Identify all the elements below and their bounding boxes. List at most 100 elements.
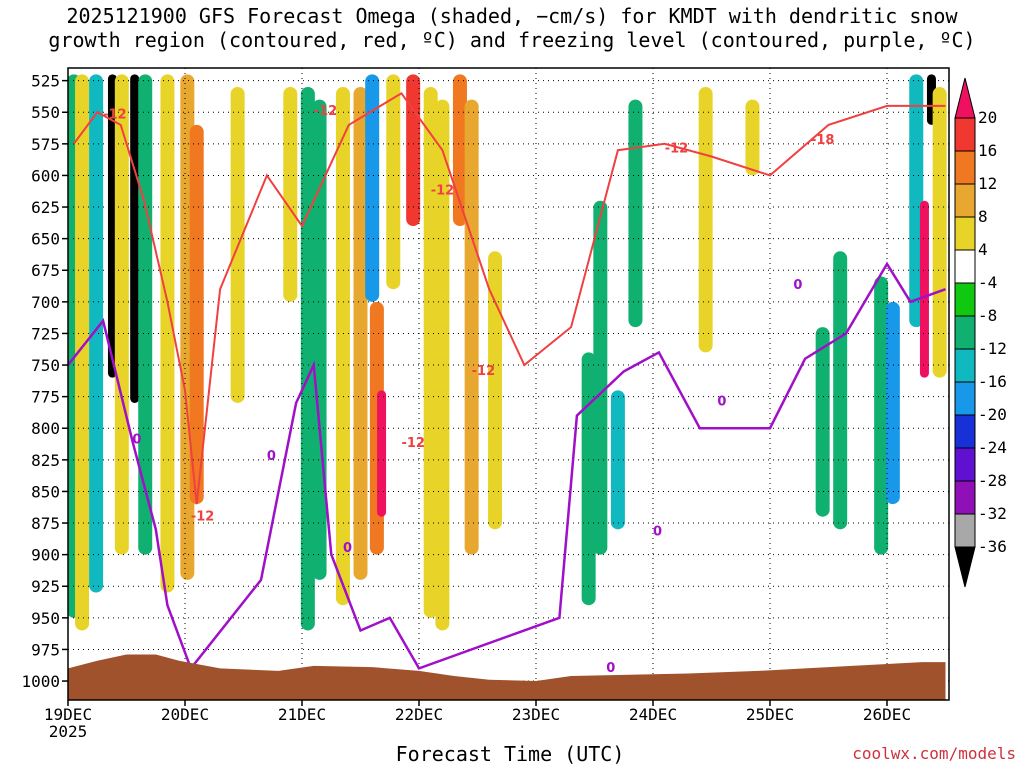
freezing-label-5: 0 xyxy=(793,278,802,293)
chart-title-line2: growth region (contoured, red, ºC) and f… xyxy=(48,28,976,52)
colorbar-label-11: -28 xyxy=(978,471,1007,490)
omega-column-33 xyxy=(833,251,848,530)
colorbar-swatch-12 xyxy=(954,480,976,515)
dgz-label-2: -12 xyxy=(191,510,215,525)
omega-column-39 xyxy=(932,86,947,378)
colorbar-label-0: 20 xyxy=(978,108,997,127)
freezing-label-0: 0 xyxy=(132,432,141,447)
dgz-contour-line xyxy=(72,91,946,505)
freezing-label-3: 0 xyxy=(606,661,615,676)
colorbar-label-6: -8 xyxy=(978,306,997,325)
omega-column-32 xyxy=(815,327,830,517)
colorbar-label-2: 12 xyxy=(978,174,997,193)
colorbar-swatch-4 xyxy=(954,216,976,251)
y-tick-label-675: 675 xyxy=(31,261,60,280)
colorbar-label-5: -4 xyxy=(978,273,997,292)
omega-column-13 xyxy=(312,99,327,580)
omega-column-15 xyxy=(353,86,368,580)
terrain-surface xyxy=(68,654,946,700)
y-tick-label-850: 850 xyxy=(31,482,60,501)
omega-column-4 xyxy=(114,74,129,555)
x-axis-title: Forecast Time (UTC) xyxy=(395,742,625,766)
x-tick-label-20DEC: 20DEC xyxy=(161,705,209,724)
colorbar-swatch-1 xyxy=(954,117,976,152)
omega-column-24 xyxy=(464,99,479,555)
omega-column-14 xyxy=(335,86,350,606)
omega-column-6 xyxy=(138,74,153,555)
x-tick-label-19DEC: 19DEC xyxy=(44,705,92,724)
freezing-label-1: 0 xyxy=(267,449,276,464)
colorbar-swatch-5 xyxy=(954,249,976,284)
colorbar-label-8: -16 xyxy=(978,372,1007,391)
colorbar-swatch-6 xyxy=(954,282,976,317)
y-tick-label-575: 575 xyxy=(31,135,60,154)
dgz-label-3: -12 xyxy=(401,436,425,451)
plot-frame xyxy=(67,67,950,701)
x-tick-label-23DEC: 23DEC xyxy=(512,705,560,724)
x-tick-label-26DEC: 26DEC xyxy=(863,705,911,724)
omega-column-19 xyxy=(386,74,401,290)
colorbar-swatch-14 xyxy=(954,546,976,588)
dgz-label-7: -12 xyxy=(431,183,455,198)
colorbar-swatch-3 xyxy=(954,183,976,218)
y-tick-label-600: 600 xyxy=(31,166,60,185)
contour-labels: -12 -12 -12 -12 -12 -12 -18 -12 0 0 0 0 0 0 0 xyxy=(103,104,834,676)
omega-column-2 xyxy=(89,74,104,593)
y-tick-label-700: 700 xyxy=(31,293,60,312)
omega-column-18 xyxy=(377,390,387,517)
plot-background xyxy=(68,68,949,700)
colorbar-label-10: -24 xyxy=(978,438,1007,457)
omega-column-29 xyxy=(628,99,643,328)
omega-column-28 xyxy=(610,390,625,530)
y-tick-label-525: 525 xyxy=(31,72,60,91)
omega-column-26 xyxy=(581,352,596,606)
omega-column-37 xyxy=(919,200,929,378)
colorbar-label-13: -36 xyxy=(978,537,1007,556)
colorbar-label-4: 4 xyxy=(978,240,988,259)
colorbar-label-3: 8 xyxy=(978,207,988,226)
colorbar-label-1: 16 xyxy=(978,141,997,160)
dgz-label-4: -12 xyxy=(472,364,496,379)
chart-title: 2025121900 GFS Forecast Omega (shaded, −… xyxy=(0,4,1024,52)
y-tick-label-550: 550 xyxy=(31,103,60,122)
omega-column-34 xyxy=(874,276,889,555)
omega-column-21 xyxy=(423,86,438,618)
colorbar-label-12: -32 xyxy=(978,504,1007,523)
freezing-label-4: 0 xyxy=(717,394,726,409)
omega-column-3 xyxy=(107,74,117,378)
x-tick-year: 2025 xyxy=(49,722,88,741)
dgz-label-6: -18 xyxy=(811,133,835,148)
colorbar-swatch-10 xyxy=(954,414,976,449)
x-tick-label-24DEC: 24DEC xyxy=(629,705,677,724)
x-tick-label-21DEC: 21DEC xyxy=(278,705,326,724)
omega-column-7 xyxy=(160,74,175,593)
y-tick-label-800: 800 xyxy=(31,419,60,438)
omega-column-35 xyxy=(885,301,900,505)
y-tick-label-1000: 1000 xyxy=(21,672,60,691)
omega-column-16 xyxy=(365,74,380,302)
omega-column-5 xyxy=(130,74,140,403)
dgz-label-5: -12 xyxy=(665,142,689,157)
x-tick-label-25DEC: 25DEC xyxy=(746,705,794,724)
omega-column-31 xyxy=(745,99,760,176)
freezing-level-contour-line xyxy=(68,261,946,671)
omega-column-30 xyxy=(698,86,713,353)
credit-text: coolwx.com/models xyxy=(852,744,1016,763)
omega-column-9 xyxy=(189,124,204,505)
y-tick-label-900: 900 xyxy=(31,546,60,565)
colorbar-swatch-7 xyxy=(954,315,976,350)
omega-column-20 xyxy=(406,74,421,226)
colorbar-label-9: -20 xyxy=(978,405,1007,424)
colorbar-swatch-13 xyxy=(954,513,976,548)
freezing-label-2: 0 xyxy=(343,541,352,556)
y-tick-label-875: 875 xyxy=(31,514,60,533)
chart-title-line1: 2025121900 GFS Forecast Omega (shaded, −… xyxy=(66,4,958,28)
colorbar-swatch-9 xyxy=(954,381,976,416)
y-tick-label-825: 825 xyxy=(31,451,60,470)
colorbar-swatch-2 xyxy=(954,150,976,185)
y-tick-label-750: 750 xyxy=(31,356,60,375)
y-tick-label-775: 775 xyxy=(31,388,60,407)
y-tick-label-925: 925 xyxy=(31,577,60,596)
y-tick-label-975: 975 xyxy=(31,640,60,659)
colorbar-swatch-0 xyxy=(954,77,976,119)
